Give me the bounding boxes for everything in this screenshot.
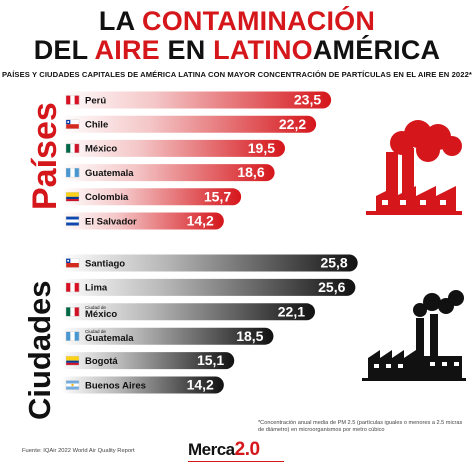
peru-flag xyxy=(65,95,80,105)
mexico-flag xyxy=(65,143,80,154)
city-bar xyxy=(60,254,358,272)
country-value-label: 14,2 xyxy=(187,213,214,229)
colombia-flag xyxy=(65,192,80,202)
factory-icon xyxy=(366,120,462,215)
title-word-america: AMÉRICA xyxy=(312,35,441,65)
country-bar xyxy=(60,139,285,157)
city-label: Bogotá xyxy=(85,356,118,367)
colombia-flag xyxy=(65,355,80,366)
city-value-label: 18,5 xyxy=(236,328,263,344)
city-bar xyxy=(60,327,274,345)
city-label: Santiago xyxy=(85,258,125,269)
country-label: El Salvador xyxy=(85,216,137,227)
country-label: Colombia xyxy=(85,192,129,203)
country-bar xyxy=(60,115,317,133)
chile-flag xyxy=(65,119,80,129)
subtitle: PAÍSES Y CIUDADES CAPITALES DE AMÉRICA L… xyxy=(2,70,472,79)
country-label: Perú xyxy=(85,95,106,106)
logo-text: Merca xyxy=(188,440,235,459)
city-label: México xyxy=(85,309,117,320)
bars-layer: Perú 23,5 Chile 22,2 México 19,5 Guatemala 18,6… xyxy=(60,91,358,394)
country-bar xyxy=(60,164,275,182)
title-word-contaminacion: CONTAMINACIÓN xyxy=(142,6,376,36)
country-value-label: 18,6 xyxy=(237,164,264,180)
merca20-logo: Merca2.0 xyxy=(188,440,260,460)
logo-number: 2.0 xyxy=(234,439,260,460)
city-factory-windows xyxy=(374,362,459,368)
mexico-flag xyxy=(65,307,80,317)
footnote: *Concentración anual media de PM 2.5 (pa… xyxy=(258,420,463,433)
city-value-label: 25,8 xyxy=(320,255,347,271)
country-value-label: 22,2 xyxy=(279,116,306,132)
peru-flag xyxy=(65,282,80,293)
city-bar xyxy=(60,278,356,296)
city-factory-icon xyxy=(362,290,466,381)
country-value-label: 15,7 xyxy=(204,188,231,204)
title-line-2: DEL AIRE EN LATINOAMÉRICA xyxy=(0,36,474,64)
title-word-aire: AIRE xyxy=(94,35,160,65)
title-word-la: LA xyxy=(98,6,142,36)
city-bar xyxy=(60,376,224,394)
city-bar xyxy=(60,352,235,370)
logo-underline xyxy=(188,461,284,462)
city-label: Buenos Aires xyxy=(85,380,146,391)
country-label: Guatemala xyxy=(85,168,134,179)
title-line-1: LA CONTAMINACIÓN xyxy=(0,7,474,35)
argentina-flag xyxy=(65,380,80,390)
guatemala-flag xyxy=(65,167,80,178)
factory-windows xyxy=(382,200,446,205)
city-value-label: 25,6 xyxy=(318,279,345,295)
country-value-label: 19,5 xyxy=(248,140,275,156)
chile-flag xyxy=(65,258,80,268)
guatemala-flag xyxy=(65,331,80,341)
country-label: México xyxy=(85,144,117,155)
city-label: Guatemala xyxy=(85,333,134,344)
city-label-prefix: Ciudad de xyxy=(85,305,106,310)
city-value-label: 22,1 xyxy=(278,303,305,319)
title-word-latino: LATINO xyxy=(213,35,313,65)
source-text: Fuente: IQAir 2022 World Air Quality Rep… xyxy=(22,448,135,454)
title-word-en: EN xyxy=(159,35,214,65)
el-salvador-flag xyxy=(65,216,80,226)
city-label-prefix: Ciudad de xyxy=(85,329,106,334)
country-label: Chile xyxy=(85,120,108,131)
country-bar xyxy=(60,188,242,206)
title-word-del: DEL xyxy=(33,35,95,65)
country-value-label: 23,5 xyxy=(294,92,321,108)
city-value-label: 14,2 xyxy=(187,377,214,393)
country-bar xyxy=(60,212,224,230)
city-bar xyxy=(60,303,315,321)
city-value-label: 15,1 xyxy=(197,352,224,368)
city-label: Lima xyxy=(85,283,108,294)
country-bar xyxy=(60,91,332,109)
